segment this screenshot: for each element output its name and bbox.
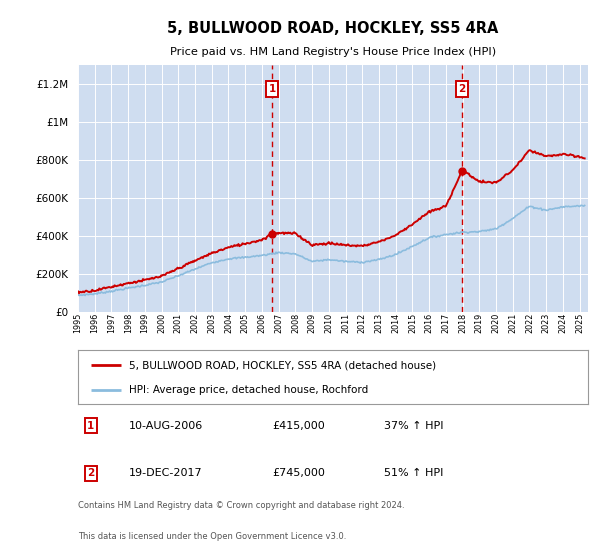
Text: 2011: 2011 (341, 312, 350, 333)
Text: 1: 1 (269, 84, 276, 94)
Text: 19-DEC-2017: 19-DEC-2017 (129, 468, 203, 478)
Text: 2024: 2024 (559, 312, 568, 333)
Text: 2013: 2013 (374, 312, 383, 333)
Text: 2: 2 (458, 84, 466, 94)
Text: £745,000: £745,000 (272, 468, 325, 478)
Text: 2002: 2002 (191, 312, 200, 333)
Text: Contains HM Land Registry data © Crown copyright and database right 2024.: Contains HM Land Registry data © Crown c… (78, 501, 404, 510)
Text: 2007: 2007 (274, 312, 283, 333)
Text: 2: 2 (87, 468, 94, 478)
Text: 2004: 2004 (224, 312, 233, 333)
Text: 2005: 2005 (241, 312, 250, 333)
Text: £415,000: £415,000 (272, 421, 325, 431)
Text: 2006: 2006 (257, 312, 266, 333)
Text: 2015: 2015 (408, 312, 417, 333)
Text: 1996: 1996 (90, 312, 99, 333)
Text: 5, BULLWOOD ROAD, HOCKLEY, SS5 4RA: 5, BULLWOOD ROAD, HOCKLEY, SS5 4RA (167, 21, 499, 36)
Text: 2025: 2025 (575, 312, 584, 333)
Text: 2003: 2003 (207, 312, 216, 333)
Text: 2019: 2019 (475, 312, 484, 333)
Text: 2012: 2012 (358, 312, 367, 333)
Text: 2001: 2001 (174, 312, 183, 333)
Text: 2022: 2022 (525, 312, 534, 333)
Text: Price paid vs. HM Land Registry's House Price Index (HPI): Price paid vs. HM Land Registry's House … (170, 47, 496, 57)
Text: HPI: Average price, detached house, Rochford: HPI: Average price, detached house, Roch… (129, 385, 368, 395)
Text: 2008: 2008 (291, 312, 300, 333)
Text: 5, BULLWOOD ROAD, HOCKLEY, SS5 4RA (detached house): 5, BULLWOOD ROAD, HOCKLEY, SS5 4RA (deta… (129, 360, 436, 370)
Text: 1: 1 (87, 421, 94, 431)
Text: 2000: 2000 (157, 312, 166, 333)
Text: 10-AUG-2006: 10-AUG-2006 (129, 421, 203, 431)
Text: 2020: 2020 (491, 312, 500, 333)
Text: 2018: 2018 (458, 312, 467, 333)
Text: 1998: 1998 (124, 312, 133, 333)
Text: 2014: 2014 (391, 312, 400, 333)
Text: 1997: 1997 (107, 312, 116, 333)
Text: 1995: 1995 (74, 312, 83, 333)
Text: 37% ↑ HPI: 37% ↑ HPI (384, 421, 443, 431)
Text: 2016: 2016 (425, 312, 434, 333)
Text: 2009: 2009 (308, 312, 317, 333)
Text: 2023: 2023 (542, 312, 551, 333)
Text: 2010: 2010 (325, 312, 334, 333)
Text: 1999: 1999 (140, 312, 149, 333)
Text: 51% ↑ HPI: 51% ↑ HPI (384, 468, 443, 478)
Text: This data is licensed under the Open Government Licence v3.0.: This data is licensed under the Open Gov… (78, 532, 346, 541)
Text: 2017: 2017 (442, 312, 451, 333)
Text: 2021: 2021 (508, 312, 517, 333)
